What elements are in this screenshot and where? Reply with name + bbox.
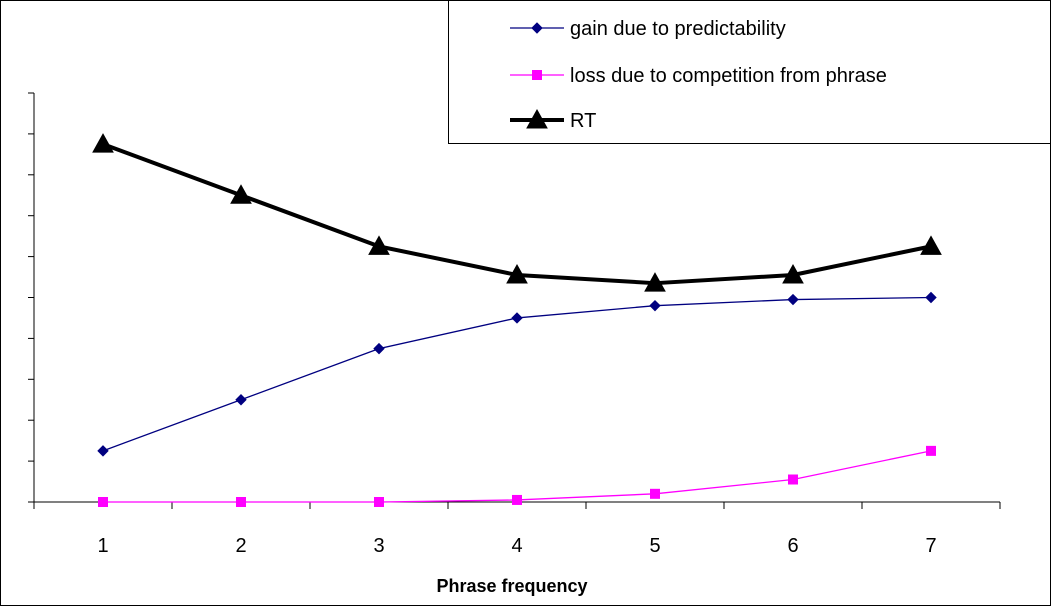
x-axis-title: Phrase frequency	[436, 576, 587, 596]
data-point-diamond	[511, 312, 523, 324]
data-point-diamond	[649, 299, 661, 312]
data-point-square	[926, 445, 936, 456]
x-tick-label: 3	[373, 535, 384, 557]
x-tick-label: 2	[235, 535, 246, 557]
legend-entry: loss due to competition from phrase	[510, 65, 887, 87]
data-point-square	[788, 474, 798, 485]
data-point-square	[512, 494, 522, 505]
legend: gain due to predictability loss due to co…	[448, 0, 1051, 144]
legend-marker-triangle	[526, 108, 548, 129]
legend-label: RT	[570, 110, 596, 132]
x-tick-label: 6	[787, 535, 798, 557]
data-point-triangle	[782, 263, 804, 284]
legend-marker-diamond	[531, 22, 543, 34]
legend-label: loss due to competition from phrase	[570, 65, 887, 87]
legend-entry: RT	[510, 108, 596, 132]
data-point-diamond	[235, 394, 247, 406]
data-point-square	[98, 497, 108, 507]
data-point-triangle	[92, 133, 114, 153]
data-point-square	[236, 497, 246, 507]
x-tick-label: 7	[925, 535, 936, 557]
x-tick-label: 5	[649, 535, 660, 557]
series-square	[98, 445, 936, 507]
x-tick-label: 1	[97, 535, 108, 557]
data-point-square	[374, 497, 384, 507]
data-point-triangle	[230, 184, 252, 204]
data-point-triangle	[506, 263, 528, 284]
data-point-diamond	[373, 342, 385, 355]
data-point-diamond	[925, 291, 937, 304]
data-point-triangle	[368, 235, 390, 255]
legend-entry: gain due to predictability	[510, 18, 786, 40]
data-point-triangle	[920, 235, 942, 255]
data-point-diamond	[97, 445, 109, 457]
series-diamond	[97, 291, 937, 457]
data-point-diamond	[787, 293, 799, 306]
series-group	[92, 133, 942, 507]
data-point-triangle	[644, 272, 666, 292]
x-tick-label: 4	[511, 535, 522, 557]
data-point-square	[650, 488, 660, 499]
legend-label: gain due to predictability	[570, 18, 786, 40]
legend-marker-square	[532, 70, 542, 80]
series-triangle	[92, 133, 942, 292]
